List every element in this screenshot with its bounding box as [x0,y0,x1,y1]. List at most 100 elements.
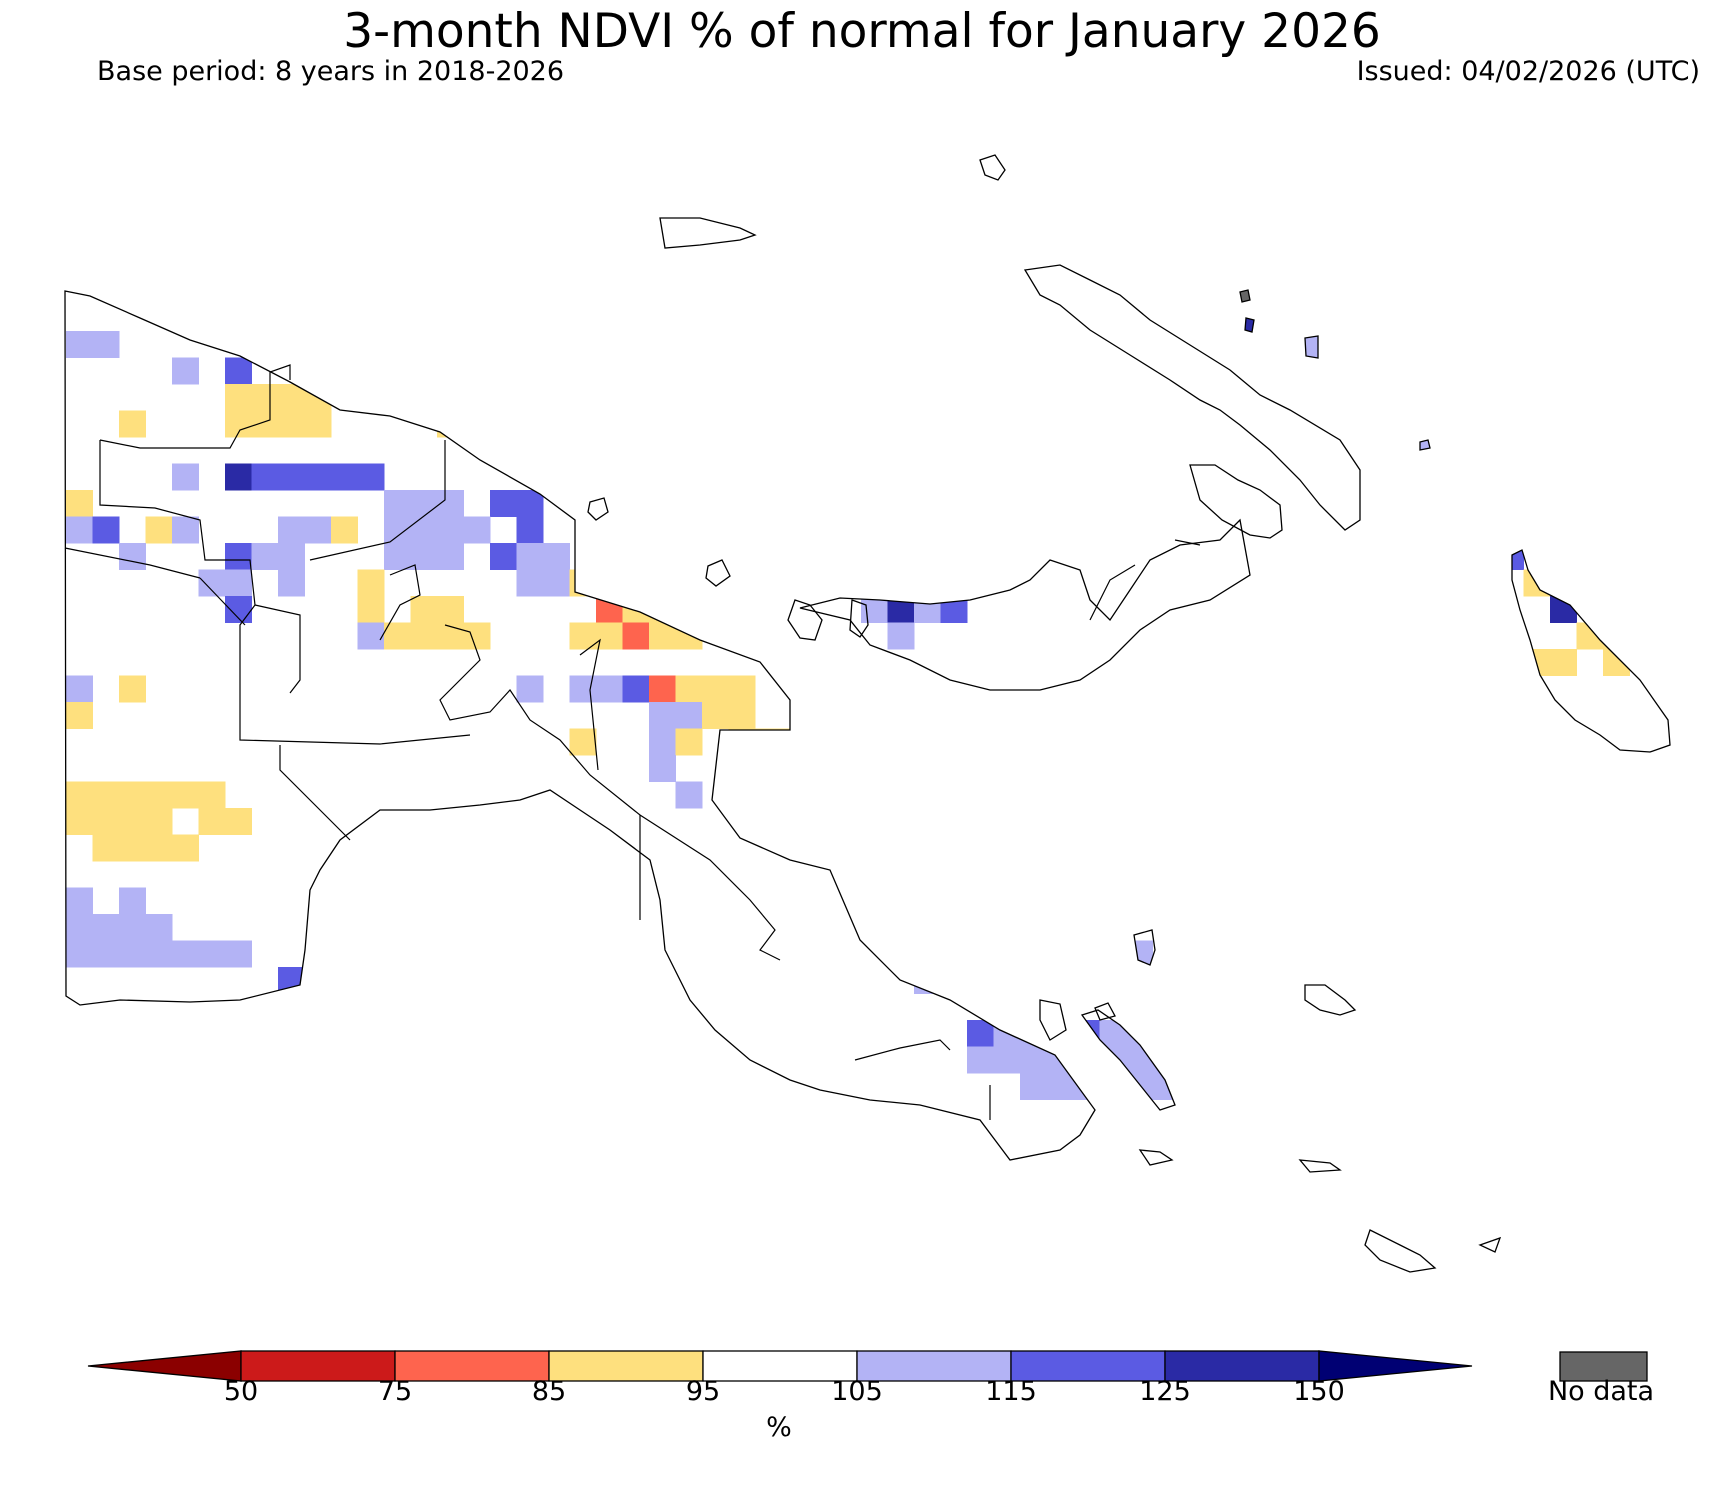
ndvi-cell [1046,834,1074,862]
ndvi-cell [1497,384,1524,411]
ndvi-cell [119,808,146,835]
ndvi-cell [1470,463,1498,491]
ndvi-cell [940,940,968,968]
ndvi-cell [437,596,464,623]
ndvi-cell [119,940,146,968]
ndvi-cell [940,887,968,915]
ndvi-cell [543,569,570,597]
ndvi-cell [1205,1020,1233,1047]
ndvi-cell [861,861,888,888]
ndvi-cell [649,702,676,729]
ndvi-cell [675,543,703,570]
ndvi-cell [410,596,438,623]
ndvi-cell [993,993,1021,1021]
colorbar-bin-50-75 [240,1350,396,1382]
ndvi-cell [1046,967,1074,994]
ndvi-cell [967,1020,994,1047]
ndvi-cell [119,834,146,862]
ndvi-cell [516,569,544,597]
ndvi-cell [172,463,199,491]
ndvi-cell [1179,1046,1206,1074]
ndvi-cell [516,490,544,517]
ndvi-cell [1020,967,1047,994]
ndvi-cell [1099,940,1127,968]
ndvi-cell [198,940,226,968]
ndvi-cell [1576,622,1604,650]
ndvi-cell [1444,410,1471,438]
ndvi-cell [119,781,146,809]
ndvi-cell [304,463,332,491]
ndvi-cell [1046,887,1074,915]
ndvi-cell [225,808,252,835]
ndvi-cell [119,410,146,438]
ndvi-cell [384,543,411,570]
ndvi-cell [92,781,120,809]
ndvi-cell [1099,1073,1127,1100]
ndvi-cell [437,516,464,544]
ndvi-cell [967,914,994,941]
ndvi-cell [675,781,703,809]
ndvi-cell [755,781,782,809]
ndvi-cell [1444,543,1471,570]
ndvi-cell [887,940,915,968]
ndvi-cell [1020,1046,1047,1074]
base-period-label: Base period: 8 years in 2018-2026 [97,56,565,87]
ndvi-cell [172,940,199,968]
land-areas [66,331,1630,1100]
ndvi-cell [1020,861,1047,888]
ndvi-cell [993,940,1021,968]
ndvi-cell [1020,834,1047,862]
ndvi-cell [119,914,146,941]
ndvi-cell [1364,543,1392,570]
ndvi-cell [225,569,252,597]
ndvi-cell [1046,1046,1074,1074]
ndvi-cell [861,887,888,915]
ndvi-cell [1497,543,1524,570]
ndvi-cell [357,463,385,491]
ndvi-cell [675,675,703,703]
ndvi-cell [808,834,835,862]
ndvi-cell [622,675,650,703]
ndvi-cell [1020,1073,1047,1100]
ndvi-cell [1179,1020,1206,1047]
ndvi-cell [251,384,279,411]
ndvi-cell [66,914,93,941]
ndvi-cell [145,516,173,544]
ndvi-cell [463,384,491,411]
ndvi-cell [887,596,915,623]
ndvi-cell [967,887,994,915]
ndvi-cell [384,622,411,650]
ndvi-cell [887,887,915,915]
colorbar-unit-label: % [766,1412,792,1443]
province-boundaries [64,364,1201,1120]
ndvi-cell [596,622,623,650]
ndvi-cell [463,516,491,544]
ndvi-cell [702,675,729,703]
ndvi-cell [357,596,385,623]
ndvi-cell [1126,1020,1153,1047]
ndvi-cell [145,940,173,968]
ndvi-cell [781,808,809,835]
ndvi-cell [781,728,809,756]
ndvi-cell [1364,516,1392,544]
ndvi-cell [914,596,941,623]
ndvi-cell [92,914,120,941]
ndvi-cell [967,1046,994,1074]
ndvi-cell [728,463,756,491]
ndvi-cell [702,463,729,491]
ndvi-cell [649,675,676,703]
ndvi-cell [914,781,941,809]
ndvi-cell [119,675,146,703]
ndvi-cell [1152,1073,1180,1100]
ndvi-cell [781,569,809,597]
ndvi-cell [967,967,994,994]
ndvi-cell [675,596,703,623]
ndvi-cell [649,596,676,623]
ndvi-cell [675,728,703,756]
ndvi-cell [834,569,862,597]
ndvi-cell [1417,543,1445,570]
map-title: 3-month NDVI % of normal for January 202… [343,4,1381,59]
ndvi-cell [1497,516,1524,544]
ndvi-cell [463,410,491,438]
ndvi-cell [172,516,199,544]
